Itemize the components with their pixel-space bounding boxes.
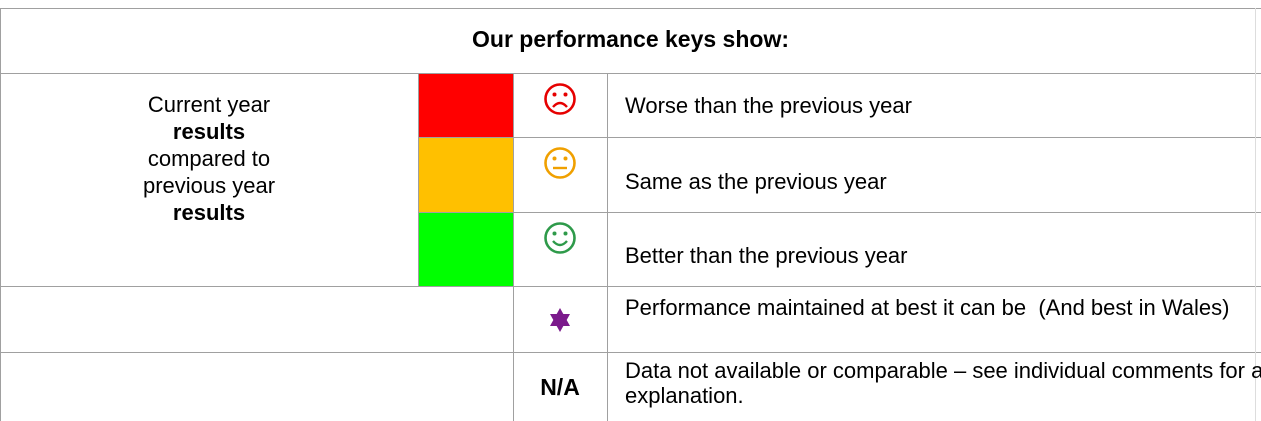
description: Same as the previous year	[625, 169, 887, 194]
na-symbol: N/A	[540, 373, 580, 400]
border	[513, 73, 514, 421]
icon-cell	[513, 74, 607, 124]
label-line: Current year	[147, 92, 271, 117]
border	[0, 8, 1, 421]
border	[0, 73, 1261, 74]
description: Worse than the previous year	[625, 93, 912, 118]
label-line: compared to	[147, 146, 271, 171]
description: Better than the previous year	[625, 243, 908, 268]
sad-face	[544, 83, 576, 115]
border	[418, 212, 1261, 213]
neutral-face	[544, 147, 576, 179]
icon-cell	[513, 138, 607, 188]
border	[418, 137, 1261, 138]
description: Performance maintained at best it can be…	[625, 295, 1230, 320]
border	[0, 352, 1261, 353]
border	[0, 286, 1261, 287]
label-line: results	[172, 200, 246, 225]
description: Data not available or comparable – see i…	[625, 358, 1261, 408]
border	[1255, 8, 1256, 421]
table-title: Our performance keys show:	[472, 26, 789, 52]
green-swatch	[419, 213, 513, 286]
key-label: Current year results compared to previou…	[0, 91, 418, 226]
label-line: previous year	[142, 173, 276, 198]
border	[418, 73, 419, 286]
happy-face	[544, 222, 576, 254]
red-swatch	[419, 74, 513, 137]
icon-cell	[513, 213, 607, 263]
border	[607, 73, 608, 421]
star	[550, 307, 570, 332]
icon-cell	[513, 287, 607, 352]
amber-swatch	[419, 138, 513, 212]
label-line: results	[172, 119, 246, 144]
border	[0, 8, 1261, 9]
